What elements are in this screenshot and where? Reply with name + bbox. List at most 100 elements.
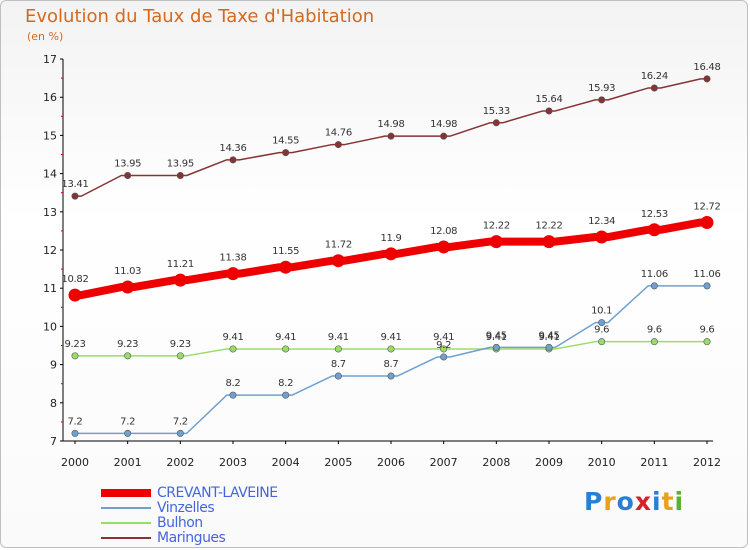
data-point [124, 172, 132, 180]
x-tick-label: 2008 [482, 456, 510, 469]
data-label: 9.2 [436, 340, 451, 351]
data-point [124, 352, 132, 360]
legend-swatch [101, 521, 151, 524]
logo-letter: P [584, 487, 604, 516]
chart-title: Evolution du Taux de Taxe d'Habitation [25, 6, 375, 27]
legend-label: CREVANT-LAVEINE [157, 484, 278, 501]
data-label: 13.95 [167, 159, 194, 170]
data-label: 9.41 [433, 332, 454, 343]
data-label: 9.45 [538, 330, 559, 341]
x-tick-label: 2005 [324, 456, 352, 469]
data-label: 14.76 [325, 128, 352, 139]
data-label: 11.03 [114, 266, 141, 277]
data-point [703, 338, 711, 346]
data-point [492, 343, 500, 351]
data-label: 13.95 [114, 159, 141, 170]
data-point [68, 288, 82, 302]
data-point [598, 338, 606, 346]
x-tick-label: 2003 [219, 456, 247, 469]
x-tick-label: 2002 [166, 456, 194, 469]
logo-letter: x [634, 487, 652, 516]
data-point [440, 345, 448, 353]
legend-label: Vinzelles [157, 499, 215, 516]
data-point [71, 352, 79, 360]
data-label: 8.7 [331, 359, 346, 370]
legend-label: Bulhon [157, 514, 203, 531]
data-point [176, 352, 184, 360]
data-label: 9.23 [64, 339, 85, 350]
x-tick-label: 2011 [640, 456, 668, 469]
data-point [173, 273, 187, 287]
data-point [334, 345, 342, 353]
data-point [124, 429, 132, 437]
legend-label: Maringues [157, 529, 226, 546]
data-label: 8.2 [225, 378, 240, 389]
data-point [282, 149, 290, 157]
data-label: 12.34 [588, 216, 615, 227]
data-point [595, 230, 609, 244]
data-label: 11.9 [380, 233, 401, 244]
data-label: 12.22 [483, 221, 510, 232]
data-point [384, 247, 398, 261]
data-label: 9.41 [486, 332, 507, 343]
data-label: 9.41 [380, 332, 401, 343]
data-label: 11.38 [219, 253, 246, 264]
y-tick-label: 15 [43, 129, 57, 142]
logo-letter: r [603, 487, 617, 516]
data-point [387, 372, 395, 380]
data-point [650, 282, 658, 290]
data-label: 13.41 [61, 179, 88, 190]
data-label: 12.72 [693, 201, 720, 212]
y-tick-label: 9 [50, 359, 57, 372]
data-point [331, 254, 345, 268]
data-label: 12.53 [641, 209, 668, 220]
x-tick-label: 2009 [535, 456, 563, 469]
data-label: 7.2 [120, 416, 135, 427]
y-tick-label: 10 [43, 320, 57, 333]
proxiti-logo: Proxiti [584, 487, 684, 516]
data-label: 10.82 [61, 274, 88, 285]
data-label: 9.45 [486, 330, 507, 341]
data-label: 11.06 [641, 269, 668, 280]
data-label: 15.64 [535, 94, 562, 105]
data-point [703, 75, 711, 83]
data-label: 8.2 [278, 378, 293, 389]
data-point [650, 338, 658, 346]
data-point [229, 391, 237, 399]
data-point [176, 172, 184, 180]
data-label: 16.48 [693, 62, 720, 73]
x-tick-label: 2006 [377, 456, 405, 469]
logo-letter: i [674, 487, 685, 516]
data-point [229, 345, 237, 353]
data-point [542, 235, 556, 249]
data-point [279, 260, 293, 274]
data-label: 11.55 [272, 246, 299, 257]
data-label: 14.98 [430, 119, 457, 130]
data-point [387, 132, 395, 140]
data-label: 8.7 [383, 359, 398, 370]
data-label: 14.36 [219, 143, 246, 154]
y-tick-label: 16 [43, 91, 57, 104]
legend-item: Maringues [101, 529, 278, 546]
data-point [700, 215, 714, 229]
data-label: 9.41 [222, 332, 243, 343]
legend-swatch [101, 536, 151, 539]
data-point [440, 132, 448, 140]
x-tick-label: 2004 [272, 456, 300, 469]
logo-letter: i [652, 487, 662, 516]
data-point [282, 345, 290, 353]
data-point [650, 84, 658, 92]
data-point [647, 223, 661, 237]
data-label: 11.21 [167, 259, 194, 270]
y-tick-label: 17 [43, 53, 57, 66]
data-point [440, 353, 448, 361]
x-tick-label: 2000 [61, 456, 89, 469]
legend-item: Bulhon [101, 514, 278, 531]
data-label: 16.24 [641, 71, 668, 82]
data-label: 9.41 [275, 332, 296, 343]
data-label: 12.08 [430, 226, 457, 237]
data-point [71, 192, 79, 200]
x-tick-label: 2012 [693, 456, 721, 469]
y-tick-label: 13 [43, 206, 57, 219]
